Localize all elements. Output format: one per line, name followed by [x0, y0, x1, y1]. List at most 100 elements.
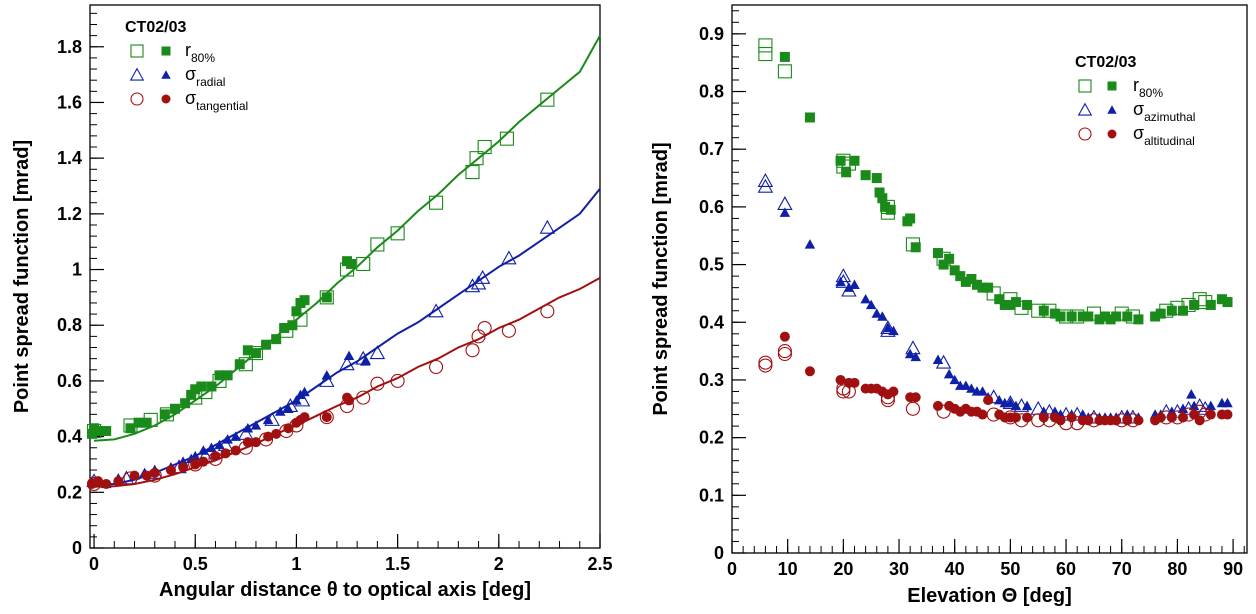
data-point-filled [93, 426, 104, 437]
plot-frame [89, 4, 601, 549]
data-point-open [428, 303, 444, 318]
legend-marker-filled [161, 70, 171, 79]
data-point-filled [170, 403, 180, 414]
data-point-open [293, 312, 308, 327]
data-point-filled [242, 423, 254, 433]
y-tick-label: 0.2 [57, 482, 82, 502]
data-point-open [758, 355, 773, 370]
data-point-open [1059, 309, 1074, 324]
data-point-filled [871, 173, 882, 184]
data-point-open [905, 340, 921, 355]
data-point-filled [1122, 415, 1133, 426]
data-point-filled [186, 389, 197, 400]
x-axis-title: Elevation Θ [deg] [907, 585, 1071, 607]
data-point-open [540, 304, 555, 319]
data-point-open [477, 139, 492, 155]
data-point-open [356, 256, 371, 272]
x-tick-label: 30 [889, 559, 909, 579]
data-point-open [1002, 395, 1019, 410]
data-point-open [1198, 295, 1213, 310]
data-point-filled [101, 426, 112, 437]
data-point-filled [214, 439, 225, 450]
series-tangential [86, 277, 601, 492]
y-axis-title: Point spread function [mrad] [11, 140, 33, 413]
legend-label: σradial [185, 64, 225, 89]
legend-marker-filled [1107, 81, 1117, 91]
data-point-open [1042, 303, 1057, 318]
data-point-filled [977, 409, 988, 420]
legend-marker-filled [1107, 129, 1117, 139]
data-point-open [259, 432, 274, 447]
data-point-open [319, 410, 334, 425]
data-point-open [1180, 400, 1197, 415]
data-point-filled [250, 420, 262, 430]
data-point-open [986, 286, 1001, 301]
data-point-open [294, 392, 311, 407]
data-point-open [880, 393, 895, 408]
data-point-filled [1205, 409, 1216, 420]
data-point-filled [849, 279, 860, 289]
legend-label: r80% [185, 40, 215, 65]
y-tick-label: 0.9 [699, 24, 724, 44]
data-point-open [86, 476, 102, 492]
data-point-open [540, 92, 555, 107]
data-point-open [1059, 416, 1074, 431]
data-point-open [835, 268, 852, 283]
data-point-open [880, 205, 895, 220]
x-tick-label: 40 [945, 559, 965, 579]
data-point-filled [994, 294, 1005, 305]
data-point-open [777, 64, 792, 79]
data-point-filled [966, 274, 977, 284]
x-tick-label: 10 [778, 559, 798, 579]
y-tick-label: 0.6 [699, 197, 724, 217]
data-point-filled [944, 253, 955, 264]
data-point-open [1170, 300, 1185, 315]
data-point-filled [877, 193, 888, 204]
data-point-open [339, 262, 355, 277]
x-tick-label: 2 [494, 554, 504, 574]
data-point-filled [274, 406, 286, 416]
data-point-filled [779, 51, 790, 62]
data-point-open [123, 418, 138, 433]
data-point-open [880, 322, 896, 337]
data-point-filled [1083, 311, 1094, 322]
data-point-filled [1166, 305, 1177, 316]
data-point-filled [1189, 299, 1200, 310]
data-point-open [1181, 407, 1196, 422]
data-point-open [1181, 297, 1196, 313]
data-point-open [143, 412, 158, 427]
x-tick-label: 80 [1167, 559, 1187, 579]
x-axis-title: Angular distance θ to optical axis [deg] [159, 579, 531, 601]
data-point-filled [1010, 297, 1021, 308]
data-point-filled [835, 155, 846, 166]
x-tick-label: 50 [1000, 559, 1020, 579]
data-point-open [1031, 303, 1046, 318]
x-tick-label: 70 [1112, 559, 1132, 579]
data-point-filled [1094, 314, 1105, 325]
data-point-filled [1038, 305, 1049, 316]
data-point-open [159, 407, 174, 422]
data-point-filled [977, 386, 988, 396]
data-point-open [841, 282, 857, 297]
data-point-open [238, 440, 253, 455]
data-point-filled [871, 308, 883, 318]
data-point-open [123, 471, 138, 486]
data-point-open [429, 359, 444, 375]
data-point-filled [1222, 409, 1233, 420]
y-tick-label: 0.2 [699, 428, 724, 448]
data-point-filled [242, 437, 253, 448]
data-point-filled [206, 442, 217, 452]
data-point-open [936, 404, 951, 419]
data-point-open [279, 323, 294, 338]
data-point-open [777, 346, 792, 362]
data-point-filled [198, 456, 209, 467]
fit-line [93, 35, 601, 442]
x-tick-label: 1 [291, 554, 301, 574]
data-point-filled [359, 356, 371, 366]
chart-1: 0 0.5 1 1.5 2 2.5 0 0.2 0.4 0.6 0.8 1 1.2 1.4 1.6 1.8 An… [11, 4, 613, 601]
data-point-filled [196, 381, 207, 392]
data-point-open [1042, 413, 1057, 428]
data-point-open [355, 350, 371, 365]
data-point-filled [779, 331, 790, 342]
data-point-open [1070, 309, 1085, 324]
